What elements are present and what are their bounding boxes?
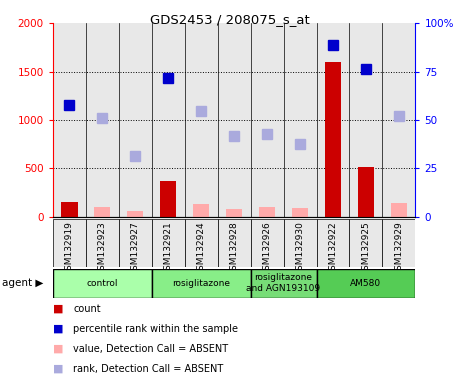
Bar [251,219,284,267]
Text: GSM132925: GSM132925 [361,221,370,276]
Bar [61,202,78,217]
Bar [292,208,308,217]
Bar [284,219,317,267]
Text: ■: ■ [53,364,63,374]
Bar [284,23,317,217]
Text: AM580: AM580 [350,279,381,288]
Bar [53,23,86,217]
Bar [325,62,341,217]
Bar [53,219,86,267]
Bar [382,23,415,217]
Text: agent ▶: agent ▶ [2,278,44,288]
Bar [94,207,111,217]
Text: rosiglitazone: rosiglitazone [172,279,230,288]
Bar [382,219,415,267]
Text: ■: ■ [53,304,63,314]
Text: control: control [86,279,118,288]
Bar [86,219,119,267]
Bar [193,204,209,217]
Bar [218,23,251,217]
Bar [86,23,119,217]
Text: GSM132919: GSM132919 [65,221,74,276]
Text: GSM132927: GSM132927 [131,221,140,276]
Bar [119,23,151,217]
Bar [218,219,251,267]
Bar [53,269,151,298]
Text: ■: ■ [53,344,63,354]
Text: percentile rank within the sample: percentile rank within the sample [73,324,238,334]
Bar [151,269,251,298]
Bar [317,23,349,217]
Bar [185,23,218,217]
Text: GSM132929: GSM132929 [394,221,403,276]
Bar [391,204,407,217]
Text: GSM132921: GSM132921 [164,221,173,276]
Bar [185,219,218,267]
Bar [160,181,176,217]
Text: rosiglitazone
and AGN193109: rosiglitazone and AGN193109 [246,273,320,293]
Bar [151,23,185,217]
Text: GSM132926: GSM132926 [263,221,272,276]
Bar [259,207,275,217]
Text: GSM132924: GSM132924 [196,221,206,276]
Bar [251,269,317,298]
Text: GSM132930: GSM132930 [296,221,304,276]
Bar [349,23,382,217]
Bar [358,167,374,217]
Text: value, Detection Call = ABSENT: value, Detection Call = ABSENT [73,344,229,354]
Text: count: count [73,304,101,314]
Text: rank, Detection Call = ABSENT: rank, Detection Call = ABSENT [73,364,224,374]
Bar [127,211,144,217]
Bar [349,219,382,267]
Text: GSM132928: GSM132928 [230,221,239,276]
Bar [251,23,284,217]
Bar [226,209,242,217]
Text: ■: ■ [53,324,63,334]
Text: GSM132922: GSM132922 [329,221,337,276]
Bar [151,219,185,267]
Text: GSM132923: GSM132923 [98,221,107,276]
Text: GDS2453 / 208075_s_at: GDS2453 / 208075_s_at [150,13,309,26]
Bar [317,219,349,267]
Bar [119,219,151,267]
Bar [317,269,415,298]
